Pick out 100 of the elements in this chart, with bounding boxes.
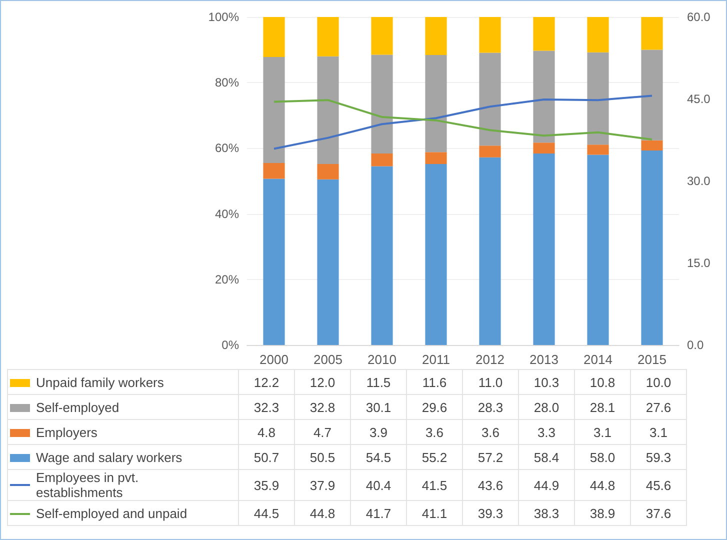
data-label: 28.1	[574, 394, 630, 420]
data-label: 3.3	[518, 420, 574, 444]
data-label: 38.9	[574, 500, 630, 526]
bar	[533, 17, 555, 51]
data-label: 44.8	[574, 470, 630, 500]
legend-label: Employers	[36, 425, 98, 440]
data-label: 3.9	[350, 420, 406, 444]
data-label: 3.6	[462, 420, 518, 444]
data-label: 37.6	[630, 500, 686, 526]
y-tick-label: 80%	[214, 76, 240, 90]
data-label: 44.8	[294, 500, 350, 526]
data-label: 41.5	[406, 470, 462, 500]
bar	[479, 52, 501, 146]
bar	[371, 17, 393, 55]
data-label: 12.2	[238, 370, 294, 394]
x-tick-label: 2000	[260, 352, 288, 367]
data-label: 10.3	[518, 370, 574, 394]
bar	[317, 17, 339, 56]
x-tick-label: 2014	[584, 352, 612, 367]
bar	[263, 17, 285, 58]
data-label: 29.6	[406, 394, 462, 420]
data-label: 3.1	[574, 420, 630, 444]
bar	[641, 140, 663, 150]
bar	[587, 17, 609, 52]
y2-tick-label: 0.0	[687, 338, 704, 352]
data-label: 27.6	[630, 394, 686, 420]
data-label: 39.3	[462, 500, 518, 526]
data-label: 50.7	[238, 444, 294, 470]
legend-label: Self-employed	[36, 400, 120, 416]
data-label: 44.5	[238, 500, 294, 526]
bar	[587, 144, 609, 155]
data-label: 37.9	[294, 470, 350, 500]
x-tick-label: 2011	[422, 352, 450, 367]
data-label: 32.3	[238, 394, 294, 420]
bar	[317, 179, 339, 345]
data-label: 45.6	[630, 470, 686, 500]
x-tick-label: 2010	[368, 352, 396, 367]
data-label: 43.6	[462, 470, 518, 500]
legend-label: Self-employed and unpaid	[36, 506, 188, 522]
y2-tick-label: 60.0	[687, 10, 711, 24]
data-label: 4.7	[294, 420, 350, 444]
bar	[317, 56, 339, 164]
bar	[317, 164, 339, 180]
bar	[479, 17, 501, 53]
legend-label: Wage and salary workers	[36, 450, 182, 466]
data-label: 41.7	[350, 500, 406, 526]
y2-tick-label: 15.0	[687, 256, 711, 270]
data-label: 28.0	[518, 394, 574, 420]
data-label: 58.4	[518, 444, 574, 470]
y-tick-label: 0%	[222, 338, 240, 352]
data-label: 50.5	[294, 444, 350, 470]
bar	[641, 17, 663, 50]
line-series	[273, 99, 653, 140]
bar	[587, 154, 609, 345]
x-tick-label: 2012	[476, 352, 504, 367]
bar	[425, 55, 447, 152]
bar	[533, 50, 555, 143]
bar	[533, 153, 555, 345]
y-tick-label: 20%	[214, 272, 240, 286]
data-label: 58.0	[574, 444, 630, 470]
bar	[371, 153, 393, 166]
bar	[371, 54, 393, 154]
legend-label: Employees in pvt. establishments	[36, 470, 140, 500]
data-label: 38.3	[518, 500, 574, 526]
data-label: 41.1	[406, 500, 462, 526]
x-tick-label: 2015	[638, 352, 666, 367]
data-label: 11.0	[462, 370, 518, 394]
data-label: 10.0	[630, 370, 686, 394]
data-label: 55.2	[406, 444, 462, 470]
y2-tick-label: 45.0	[687, 92, 711, 106]
data-label: 54.5	[350, 444, 406, 470]
bar	[641, 50, 663, 140]
bar	[263, 162, 285, 179]
data-label: 44.9	[518, 470, 574, 500]
bar	[371, 166, 393, 345]
data-label: 30.1	[350, 394, 406, 420]
data-label: 3.6	[406, 420, 462, 444]
bar	[425, 164, 447, 345]
y-tick-label: 100%	[208, 10, 240, 24]
bar	[479, 157, 501, 345]
data-label: 12.0	[294, 370, 350, 394]
data-label: 35.9	[238, 470, 294, 500]
data-label: 11.6	[406, 370, 462, 394]
data-label: 59.3	[630, 444, 686, 470]
bar	[425, 17, 447, 56]
bar	[263, 57, 285, 163]
bar	[479, 146, 501, 158]
data-label: 57.2	[462, 444, 518, 470]
data-label: 40.4	[350, 470, 406, 500]
y-tick-label: 40%	[214, 206, 240, 221]
y-tick-label: 60%	[214, 141, 240, 156]
data-label: 3.1	[630, 420, 686, 444]
bar	[641, 150, 663, 345]
y2-tick-label: 30.0	[687, 174, 711, 188]
x-tick-label: 2005	[314, 352, 342, 367]
data-label: 28.3	[462, 394, 518, 420]
data-label: 11.5	[350, 370, 406, 394]
legend-label: Unpaid family workers	[36, 375, 164, 390]
data-label: 4.8	[238, 420, 294, 444]
bar	[533, 142, 555, 154]
